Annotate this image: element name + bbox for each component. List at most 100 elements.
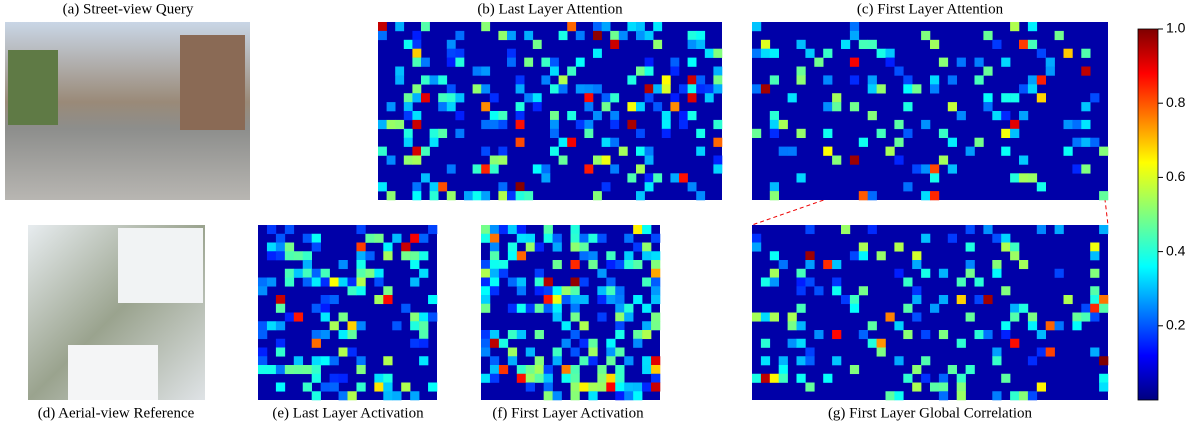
heatmap-cell — [516, 365, 527, 375]
heatmap-cell — [601, 102, 611, 112]
heatmap-cell — [912, 260, 922, 270]
heatmap-cell — [930, 164, 940, 174]
heatmap-cell — [606, 347, 616, 357]
heatmap-cell — [644, 182, 654, 192]
heatmap-cell — [636, 191, 645, 201]
heatmap-cell — [752, 48, 762, 58]
heatmap-cell — [606, 295, 616, 305]
heatmap-cell — [597, 286, 607, 296]
heatmap-cell — [392, 391, 402, 401]
heatmap-cell — [489, 286, 500, 296]
heatmap-cell — [1010, 119, 1020, 130]
heatmap-cell — [561, 295, 571, 305]
heatmap-cell — [644, 146, 654, 156]
heatmap-cell — [615, 347, 625, 357]
heatmap-cell — [421, 57, 430, 67]
heatmap-cell — [472, 66, 482, 76]
heatmap-cell — [636, 30, 645, 41]
heatmap-cell — [1010, 303, 1020, 313]
heatmap-cell — [584, 93, 594, 103]
heatmap-cell — [421, 146, 430, 156]
heatmap-cell — [498, 111, 508, 121]
heatmap-cell — [481, 277, 491, 287]
heatmap-cell — [633, 338, 643, 348]
heatmap-cell — [1036, 225, 1046, 235]
heatmap-cell — [507, 356, 518, 366]
heatmap-cell — [543, 225, 553, 235]
colorbar-tick-label: 0.6 — [1166, 168, 1186, 184]
heatmap-cell — [858, 39, 868, 49]
heatmap-cell — [543, 373, 553, 383]
heatmap-cell — [601, 137, 611, 147]
heatmap-cell — [1081, 303, 1091, 313]
heatmap-cell — [419, 338, 429, 348]
heatmap-cell — [374, 277, 384, 287]
heatmap-cell — [489, 233, 500, 243]
heatmap-cell — [636, 66, 645, 76]
heatmap-cell — [498, 191, 508, 201]
heatmap-cell — [1090, 286, 1100, 296]
heatmap-cell — [446, 191, 456, 201]
heatmap-cell — [624, 382, 634, 392]
heatmap-cell — [983, 225, 993, 235]
heatmap-cell — [395, 75, 405, 85]
heatmap-cell — [849, 155, 860, 165]
heatmap-cell — [867, 84, 877, 94]
heatmap-cell — [894, 268, 904, 278]
heatmap-cell — [1036, 330, 1046, 340]
heatmap-cell — [921, 164, 931, 174]
heatmap-cell — [713, 84, 723, 94]
heatmap-cell — [1027, 22, 1038, 32]
heatmap-cell — [552, 286, 562, 296]
heatmap-cell — [525, 303, 535, 313]
heatmap-cell — [867, 225, 877, 235]
heatmap-cell — [258, 356, 268, 366]
colorbar-tick-label: 1.0 — [1166, 20, 1186, 36]
heatmap-cell — [401, 251, 411, 261]
heatmap-cell — [832, 277, 842, 287]
heatmap-cell — [419, 268, 429, 278]
heatmap-cell — [938, 128, 949, 138]
heatmap-cell — [796, 303, 806, 313]
heatmap-cell — [383, 251, 393, 261]
heatmap-cell — [320, 312, 330, 322]
heatmap-cell — [329, 356, 339, 366]
heatmap-cell — [947, 233, 957, 243]
heatmap-cell — [1010, 93, 1020, 103]
heatmap-cell — [805, 347, 815, 357]
heatmap-cell — [938, 391, 949, 401]
heatmap-cell — [597, 382, 607, 392]
heatmap-cell — [550, 119, 559, 130]
heatmap-cell — [543, 391, 553, 401]
heatmap-cell — [525, 365, 535, 375]
heatmap-cell — [713, 164, 723, 174]
heatmap-cell — [921, 119, 931, 130]
heatmap-cell — [1027, 356, 1038, 366]
heatmap-cell — [383, 391, 393, 401]
heatmap-cell — [570, 391, 580, 401]
heatmap-cell — [894, 356, 904, 366]
heatmap-cell — [525, 382, 535, 392]
heatmap-cell — [410, 260, 420, 270]
heatmap-cell — [1010, 242, 1020, 252]
heatmap-cell — [1054, 30, 1064, 41]
heatmap-cell — [769, 191, 779, 201]
heatmap-cell — [561, 373, 571, 383]
heatmap-cell — [956, 373, 966, 383]
heatmap-cell — [796, 277, 806, 287]
heatmap-cell — [597, 312, 607, 322]
heatmap-cell — [841, 225, 851, 235]
heatmap-cell — [302, 277, 312, 287]
heatmap-cell — [787, 321, 797, 331]
heatmap-cell — [1036, 48, 1046, 58]
heatmap-cell — [615, 321, 625, 331]
heatmap-cell — [992, 356, 1002, 366]
heatmap-cell — [752, 233, 762, 243]
heatmap-cell — [275, 347, 286, 357]
heatmap-cell — [275, 365, 286, 375]
heatmap-cell — [903, 75, 913, 85]
heatmap-cell — [930, 75, 940, 85]
heatmap-cell — [615, 286, 625, 296]
heatmap-cell — [311, 356, 321, 366]
heatmap-cell — [912, 286, 922, 296]
